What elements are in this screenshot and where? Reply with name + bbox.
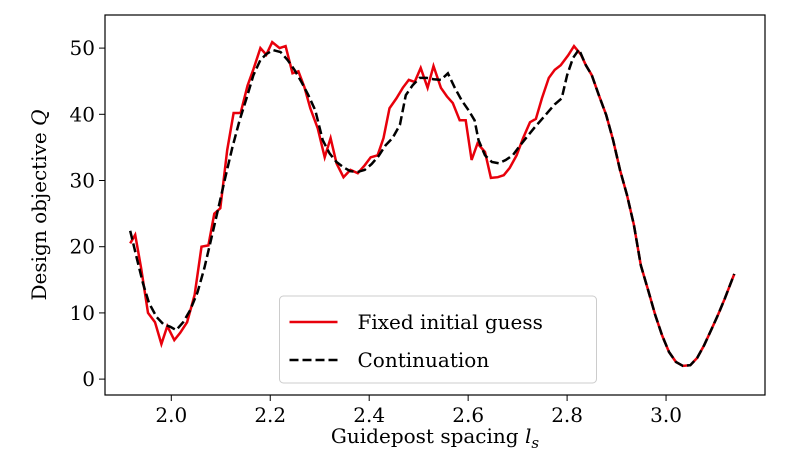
line-series <box>128 46 736 368</box>
y-tick-label: 50 <box>70 36 95 60</box>
y-tick-label: 30 <box>70 169 95 193</box>
x-tick-label: 3.0 <box>650 403 682 427</box>
y-tick-label: 0 <box>82 367 95 391</box>
y-axis-label: Design objective Q <box>27 110 51 301</box>
y-label-symbol: Q <box>27 110 51 126</box>
legend-box <box>279 295 597 384</box>
y-tick-label: 20 <box>70 235 95 259</box>
x-tick-label: 2.4 <box>353 403 385 427</box>
y-tick-label: 10 <box>70 301 95 325</box>
x-axis-label: Guidepost spacing ls <box>331 424 539 452</box>
x-tick-label: 2.0 <box>155 403 187 427</box>
x-tick-label: 2.2 <box>254 403 286 427</box>
legend-label: Continuation <box>358 348 490 372</box>
legend: Fixed initial guess Continuation <box>279 295 597 384</box>
y-tick-label: 40 <box>70 102 95 126</box>
legend-label: Fixed initial guess <box>358 310 543 334</box>
plot-frame <box>104 14 766 396</box>
x-tick-label: 2.6 <box>452 403 484 427</box>
x-tick-label: 2.8 <box>551 403 583 427</box>
x-label-text: Guidepost spacing <box>331 424 519 448</box>
x-label-subscript: s <box>531 434 539 452</box>
x-label-symbol: l <box>525 424 531 448</box>
line-series <box>129 40 736 368</box>
y-label-text: Design objective <box>27 132 51 300</box>
